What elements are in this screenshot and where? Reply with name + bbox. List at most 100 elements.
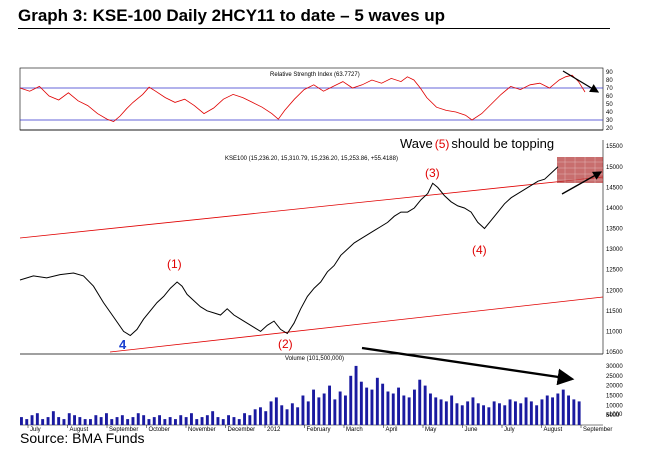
rsi-tick-label: 80 xyxy=(606,78,613,84)
volume-bar xyxy=(370,389,374,425)
volume-bar xyxy=(285,409,289,426)
price-tick-label: 11500 xyxy=(606,309,623,315)
volume-bar xyxy=(67,413,71,425)
volume-bar xyxy=(439,399,443,425)
volume-bar xyxy=(317,397,321,425)
x-axis-label: February xyxy=(307,427,331,433)
volume-bar xyxy=(253,409,257,426)
volume-bar xyxy=(259,407,262,425)
volume-bar xyxy=(359,381,363,425)
volume-bar xyxy=(57,417,61,425)
volume-bar xyxy=(434,397,438,425)
volume-bar xyxy=(200,417,204,425)
rsi-tick-label: 50 xyxy=(606,102,613,108)
volume-bar xyxy=(386,391,390,425)
x-axis-label: 2012 xyxy=(267,427,281,433)
volume-tick-label: 30000 xyxy=(606,364,623,370)
volume-bars xyxy=(20,365,581,426)
wave-3-label: (3) xyxy=(425,166,440,180)
volume-bar xyxy=(365,387,369,425)
volume-bar xyxy=(476,403,480,425)
annotation-wave: (5) xyxy=(435,137,450,151)
volume-bar xyxy=(322,393,326,425)
volume-bar xyxy=(62,419,66,425)
volume-bar xyxy=(487,407,491,425)
rsi-tick-label: 70 xyxy=(606,86,613,92)
price-tick-label: 13000 xyxy=(606,247,623,253)
volume-bar xyxy=(524,397,528,425)
volume-bar xyxy=(354,365,358,425)
x-axis-label: July xyxy=(30,427,41,433)
volume-bar xyxy=(99,417,103,425)
volume-bar xyxy=(35,413,39,425)
price-label: KSE100 (15,236.20, 15,310.79, 15,236.20,… xyxy=(225,156,398,162)
volume-bar xyxy=(413,389,416,425)
volume-bar xyxy=(243,413,246,425)
volume-bar xyxy=(290,403,294,425)
rsi-tick-label: 30 xyxy=(606,118,613,124)
price-up-arrow xyxy=(561,171,603,195)
volume-bar xyxy=(274,397,278,425)
volume-bar xyxy=(375,377,379,426)
price-tick-label: 12000 xyxy=(606,288,623,294)
price-tick-label: 15000 xyxy=(606,165,623,171)
volume-bar xyxy=(120,415,124,425)
rsi-tick-label: 40 xyxy=(606,110,613,116)
volume-bar xyxy=(168,417,172,425)
x-axis-label: June xyxy=(465,427,479,433)
volume-bar xyxy=(73,415,76,425)
annotation-suffix: should be topping xyxy=(451,136,554,151)
volume-bar xyxy=(184,417,188,425)
x-axis-label: August xyxy=(70,427,89,433)
volume-bar xyxy=(572,399,576,425)
volume-bar xyxy=(498,403,501,425)
volume-bar xyxy=(46,417,50,425)
volume-bar xyxy=(492,401,496,425)
x-axis-label: November xyxy=(188,427,216,433)
volume-bar xyxy=(482,405,485,425)
volume-bar xyxy=(529,401,533,425)
volume-bar xyxy=(174,419,177,425)
price-tick-label: 15500 xyxy=(606,144,623,150)
price-tick-label: 11000 xyxy=(606,329,623,335)
volume-bar xyxy=(338,391,342,425)
x-axis-label: August xyxy=(544,427,563,433)
rsi-line xyxy=(19,74,586,123)
volume-bar xyxy=(237,419,241,425)
price-tick-label: 13500 xyxy=(606,227,623,233)
volume-bar xyxy=(349,375,353,425)
price-tick-label: 14000 xyxy=(606,206,623,212)
rsi-tick-label: 20 xyxy=(606,126,613,132)
volume-bar xyxy=(105,413,108,425)
rsi-down-arrow xyxy=(562,70,600,93)
wave-4-paren-label: (4) xyxy=(472,243,487,257)
volume-bar xyxy=(418,379,422,425)
x-axis-label: September xyxy=(583,427,612,433)
volume-bar xyxy=(227,415,230,425)
volume-bar xyxy=(142,415,146,425)
volume-bar xyxy=(78,417,82,425)
volume-bar xyxy=(460,405,464,425)
volume-bar xyxy=(301,395,305,425)
volume-bar xyxy=(535,405,539,425)
wave-5-annotation: Wave (5) should be topping xyxy=(400,136,554,151)
target-zone xyxy=(557,157,603,183)
volume-bar xyxy=(190,413,193,425)
source-note: Source: BMA Funds xyxy=(20,430,145,446)
volume-bar xyxy=(306,401,310,425)
price-line xyxy=(19,166,559,337)
volume-bar xyxy=(232,417,236,425)
wave-4-label: 4 xyxy=(119,337,127,352)
upper-channel-line xyxy=(19,176,604,239)
volume-unit-label: x1000 xyxy=(606,412,623,418)
volume-bar xyxy=(508,399,512,425)
volume-bar xyxy=(519,403,523,425)
volume-tick-label: 20000 xyxy=(606,384,623,390)
price-tick-label: 12500 xyxy=(606,268,623,274)
volume-bar xyxy=(466,401,470,425)
volume-bar xyxy=(450,395,454,425)
volume-tick-label: 15000 xyxy=(606,393,623,399)
volume-bar xyxy=(391,393,395,425)
volume-bar xyxy=(561,389,565,425)
